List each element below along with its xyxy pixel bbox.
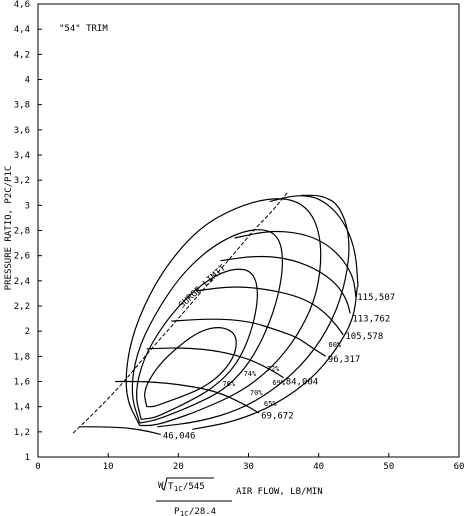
y-tick-label: 2,4 [14,277,30,287]
speed-label: 46,046 [163,432,196,442]
formula-denominator-suffix: /28.4 [189,507,216,516]
formula-prefix: W [158,481,164,491]
y-tick-label: 4 [25,76,30,86]
y-tick-label: 4,2 [14,50,30,60]
formula-numerator-subscript: 1C [174,485,182,493]
speed-line-top [269,195,359,288]
speed-label: 113,762 [352,315,390,325]
efficiency-label: 69% [272,379,285,387]
speed-line-105578 [195,286,344,336]
y-tick-label: 1,2 [14,428,30,438]
efficiency-island-72-pct [131,229,284,424]
y-tick-label: 3,4 [14,151,30,161]
speed-line-46046 [80,426,161,435]
y-tick-label: 3,8 [14,101,30,111]
axes-layer: 0 10 20 30 40 50 60 1 1,2 1,4 1,6 1,8 2 2,2 2,4 2,6 2,8 3… [14,0,465,472]
y-tick-label: 1,8 [14,352,30,362]
plot-layer: SURGE LIMIT 115,507 113,762 105,578 96,317 84… [72,192,395,442]
speed-line-113762 [220,255,351,314]
y-tick-label: 3,6 [14,126,30,136]
y-tick-label: 2,8 [14,227,30,237]
speed-label: 115,507 [357,293,395,303]
x-axis-label: AIR FLOW, LB/MIN [236,487,323,497]
x-tick-label: 30 [243,462,254,472]
speed-line-115507 [234,230,357,298]
y-axis-label: PRESSURE RATIO, P2C/P1C [4,166,14,291]
efficiency-label: 72% [267,365,280,373]
y-tick-label: 3,2 [14,176,30,186]
formula-numerator-suffix: /545 [183,482,205,492]
speed-label: 84,004 [286,378,319,388]
efficiency-island-74-pct [136,268,258,420]
x-tick-label: 50 [383,462,394,472]
y-tick-label: 1 [25,453,30,463]
y-tick-label: 4,4 [14,25,30,35]
x-tick-label: 40 [313,462,324,472]
text-layer: "54" TRIM PRESSURE RATIO, P2C/P1C AIR FL… [4,24,323,516]
efficiency-label: 60% [328,341,341,349]
efficiency-island-70-pct [125,198,322,427]
efficiency-island-76-pct [144,327,237,408]
x-tick-label: 0 [35,462,40,472]
trim-annotation: "54" TRIM [59,24,108,34]
surge-limit-label: SURGE LIMIT [177,263,228,311]
y-tick-label: 3 [25,201,30,211]
x-tick-label: 10 [103,462,114,472]
efficiency-label: 74% [244,370,257,378]
speed-label: 105,578 [345,332,383,342]
efficiency-label: 76% [223,380,236,388]
y-tick-label: 2 [25,327,30,337]
efficiency-island-60-pct [192,287,358,430]
efficiency-label: 70% [250,389,263,397]
formula-denominator-subscript: 1C [180,510,188,516]
formula-radical [161,477,214,491]
x-tick-label: 60 [454,462,465,472]
speed-label: 96,317 [328,355,361,365]
efficiency-label: 65% [264,400,277,408]
speed-line-69672 [115,380,260,414]
y-tick-label: 1,6 [14,378,30,388]
speed-line-96317 [171,318,327,357]
x-tick-label: 20 [173,462,184,472]
speed-line-84004 [146,347,284,379]
y-tick-label: 1,4 [14,403,30,413]
formula-denominator: P [174,507,180,516]
surge-limit-line [72,192,288,434]
y-tick-label: 2,2 [14,302,30,312]
formula-numerator: T [168,482,174,492]
speed-label: 69,672 [261,411,294,421]
y-tick-label: 2,6 [14,252,30,262]
y-tick-label: 4,6 [14,0,30,10]
